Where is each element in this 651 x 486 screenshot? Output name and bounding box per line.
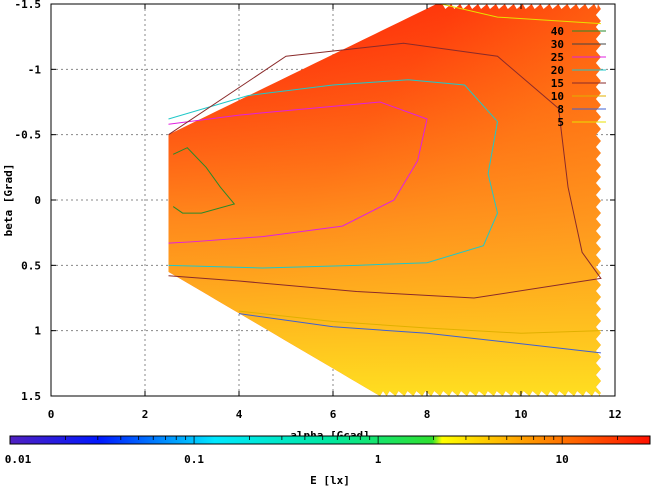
contour-line-40 xyxy=(172,147,236,214)
contour-line-25 xyxy=(168,101,428,244)
y-tick-label: 0.5 xyxy=(21,259,41,272)
heatmap-field xyxy=(168,4,602,396)
legend-label: 30 xyxy=(551,38,564,51)
legend-label: 8 xyxy=(557,103,564,116)
colorbar-label: E [lx] xyxy=(310,474,350,486)
colorbar-ticks: 0.01 0.1 1 10 xyxy=(5,436,651,466)
colorbar-tick-label: 0.1 xyxy=(184,453,204,466)
heatmap-surface-lower xyxy=(168,4,601,396)
contour-line-10 xyxy=(238,310,601,334)
legend-label: 10 xyxy=(551,90,564,103)
x-tick-label: 6 xyxy=(330,408,337,421)
contour-line-20 xyxy=(168,79,499,269)
contour-line-8 xyxy=(238,313,601,354)
y-tick-label: -1 xyxy=(28,63,42,76)
x-tick-label: 12 xyxy=(608,408,621,421)
legend-label: 15 xyxy=(551,77,564,90)
y-axis-ticks: -1.5 -1 -0.5 0 0.5 1 1.5 xyxy=(15,0,615,403)
contour-lines xyxy=(168,4,602,354)
x-tick-label: 10 xyxy=(514,408,527,421)
x-tick-label: 8 xyxy=(424,408,431,421)
colorbar-tick-label: 1 xyxy=(375,453,382,466)
x-tick-label: 4 xyxy=(236,408,243,421)
x-axis-ticks: 0 2 4 6 8 10 12 xyxy=(48,4,622,421)
legend-label: 5 xyxy=(557,116,564,129)
y-tick-label: 0 xyxy=(34,194,41,207)
legend-label: 20 xyxy=(551,64,564,77)
y-tick-label: -1.5 xyxy=(15,0,42,11)
y-tick-label: 1.5 xyxy=(21,390,41,403)
contour-line-15 xyxy=(168,42,602,299)
contour-line-5 xyxy=(440,4,601,25)
y-axis-label: beta [Grad] xyxy=(2,164,15,237)
y-tick-label: 1 xyxy=(34,325,41,338)
colorbar-tick-label: 0.01 xyxy=(5,453,32,466)
legend-label: 40 xyxy=(551,25,564,38)
legend-label: 25 xyxy=(551,51,564,64)
x-tick-label: 0 xyxy=(48,408,55,421)
y-tick-label: -0.5 xyxy=(15,129,42,142)
x-tick-label: 2 xyxy=(142,408,149,421)
colorbar-tick-label: 10 xyxy=(556,453,569,466)
